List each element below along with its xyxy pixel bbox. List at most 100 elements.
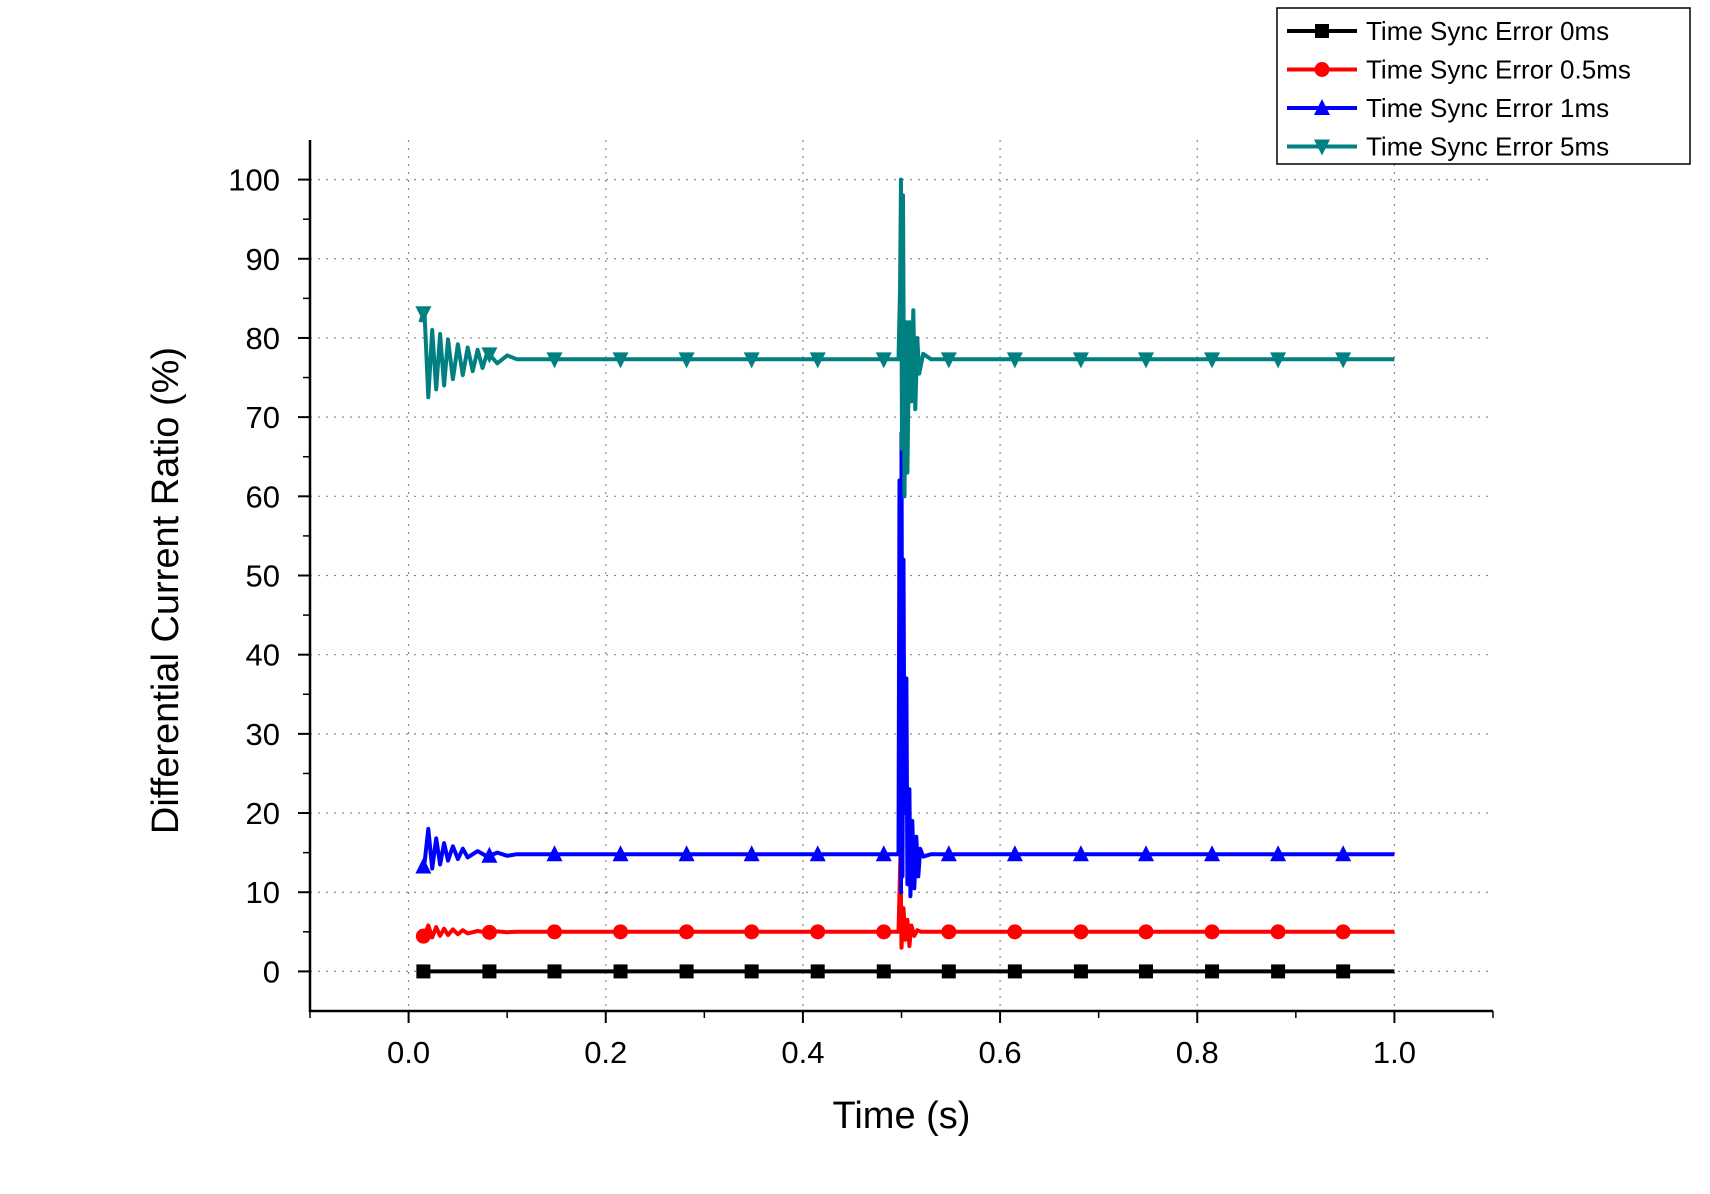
data-point	[875, 352, 892, 369]
data-point	[876, 964, 891, 979]
legend-marker	[1314, 139, 1330, 156]
x-tick-label: 0.2	[584, 1035, 627, 1070]
x-tick-label: 0.6	[979, 1035, 1022, 1070]
legend-marker	[1314, 62, 1330, 77]
data-point	[1138, 924, 1154, 940]
data-point	[743, 845, 760, 862]
data-point	[940, 352, 957, 369]
data-point	[1270, 845, 1287, 862]
y-tick-label: 30	[246, 717, 280, 752]
legend-item: Time Sync Error 0.5ms	[1287, 55, 1631, 85]
data-point	[612, 845, 629, 862]
data-point	[679, 924, 695, 940]
y-tick-label: 0	[263, 954, 280, 989]
legend-item: Time Sync Error 5ms	[1287, 132, 1609, 162]
data-point	[415, 857, 432, 874]
y-tick-label: 10	[246, 875, 280, 910]
data-point	[613, 924, 629, 940]
data-point	[875, 845, 892, 862]
series-line-2	[418, 431, 1395, 899]
data-point	[1006, 352, 1023, 369]
data-point	[1204, 924, 1220, 940]
data-point	[415, 306, 432, 323]
data-point	[1205, 964, 1220, 979]
y-tick-label: 100	[228, 163, 280, 198]
y-tick-label: 40	[246, 638, 280, 673]
y-tick-label: 20	[246, 796, 280, 831]
legend-marker	[1315, 24, 1329, 38]
data-point	[1137, 845, 1154, 862]
data-point	[416, 964, 431, 979]
legend-label: Time Sync Error 5ms	[1366, 132, 1609, 162]
data-point	[940, 845, 957, 862]
series-line-3	[418, 177, 1395, 499]
data-point	[546, 352, 563, 369]
y-tick-label: 70	[246, 400, 280, 435]
legend-label: Time Sync Error 1ms	[1366, 93, 1609, 123]
data-point	[1335, 352, 1352, 369]
data-point	[1007, 964, 1022, 979]
data-point	[1072, 352, 1089, 369]
data-point	[810, 964, 825, 979]
data-point	[1072, 845, 1089, 862]
data-point	[482, 964, 497, 979]
x-axis-title: Time (s)	[833, 1095, 971, 1137]
data-point	[1336, 964, 1351, 979]
data-point	[941, 964, 956, 979]
data-point	[809, 352, 826, 369]
data-point	[546, 924, 562, 940]
data-point	[1204, 352, 1221, 369]
data-point	[876, 924, 892, 940]
y-tick-label: 60	[246, 479, 280, 514]
data-point	[547, 964, 562, 979]
data-point	[1335, 924, 1351, 940]
data-point	[678, 352, 695, 369]
data-point	[1137, 352, 1154, 369]
data-point	[1006, 845, 1023, 862]
data-point	[1138, 964, 1153, 979]
legend: Time Sync Error 0ms Time Sync Error 0.5ms…	[1276, 7, 1691, 165]
axes: 0 10 20 30 40 50 60 70 80 90 100 0.0 0.2 0.4 0.6 0.8 1.0	[228, 140, 1494, 1070]
data-point	[1073, 964, 1088, 979]
legend-item: Time Sync Error 0ms	[1287, 16, 1609, 46]
data-point	[744, 964, 759, 979]
series-markers	[415, 306, 1352, 979]
data-point	[810, 924, 826, 940]
data-point	[1073, 924, 1089, 940]
x-tick-label: 0.4	[781, 1035, 824, 1070]
data-point	[809, 845, 826, 862]
series-line-1	[418, 850, 1395, 950]
data-point	[744, 924, 760, 940]
legend-label: Time Sync Error 0ms	[1366, 16, 1609, 46]
data-point	[415, 928, 431, 944]
data-point	[743, 352, 760, 369]
data-point	[1007, 924, 1023, 940]
y-axis-title: Differential Current Ratio (%)	[145, 347, 187, 834]
y-tick-label: 50	[246, 559, 280, 594]
data-point	[546, 845, 563, 862]
data-point	[678, 845, 695, 862]
x-tick-label: 1.0	[1373, 1035, 1416, 1070]
y-tick-label: 90	[246, 242, 280, 277]
x-tick-label: 0.8	[1176, 1035, 1219, 1070]
data-point	[1271, 964, 1286, 979]
legend-marker	[1314, 99, 1330, 115]
data-point	[612, 352, 629, 369]
data-point	[481, 924, 497, 940]
data-point	[481, 846, 498, 863]
x-tick-label: 0.0	[387, 1035, 430, 1070]
data-point	[1335, 845, 1352, 862]
data-point	[481, 347, 498, 364]
legend-item: Time Sync Error 1ms	[1287, 93, 1609, 123]
data-point	[1270, 352, 1287, 369]
data-point	[941, 924, 957, 940]
data-point	[613, 964, 628, 979]
data-point	[679, 964, 694, 979]
legend-box	[1276, 7, 1691, 165]
data-point	[1270, 924, 1286, 940]
y-tick-label: 80	[246, 321, 280, 356]
series-lines	[418, 177, 1395, 974]
legend-label: Time Sync Error 0.5ms	[1366, 55, 1631, 85]
